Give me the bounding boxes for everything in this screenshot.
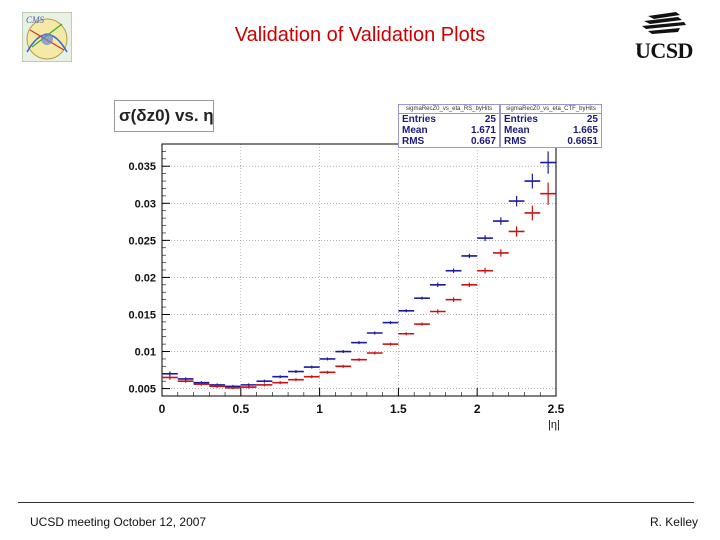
x-tick-label: 2	[474, 402, 481, 416]
stats-row-mean: Mean 1.665	[501, 125, 601, 136]
stats-value-entries: 25	[484, 114, 496, 125]
y-tick-label: 0.03	[135, 198, 156, 210]
y-tick-label: 0.025	[128, 235, 156, 247]
y-tick-label: 0.01	[135, 347, 156, 359]
chart-panel: 0.005 0.01 0.015 0.02 0.025 0.03 0.035 0 0.5 1 1.5…	[110, 98, 606, 444]
stats-value-entries: 25	[586, 114, 598, 125]
x-tick-label: 2.5	[548, 402, 565, 416]
data-layer	[162, 151, 556, 390]
stats-value-mean: 1.671	[470, 125, 496, 136]
stats-value-rms: 0.6651	[567, 136, 598, 147]
ucsd-logo-icon	[642, 12, 686, 34]
y-tick-label: 0.035	[128, 161, 156, 173]
y-tick-label: 0.02	[135, 272, 156, 284]
footer-meeting: UCSD meeting October 12, 2007	[30, 515, 207, 529]
stats-value-mean: 1.665	[572, 125, 598, 136]
x-tick-label: 0	[159, 402, 166, 416]
footer-divider	[18, 502, 694, 503]
stats-row-rms: RMS 0.6651	[501, 136, 601, 147]
stats-label-rms: RMS	[504, 136, 527, 147]
ucsd-logo-text: UCSD	[635, 38, 693, 63]
cms-logo: CMS	[22, 12, 72, 62]
x-tick-label: 0.5	[232, 402, 249, 416]
stats-box-red-name: sigmaRecZ0_vs_eta_CTF_byHits	[501, 105, 601, 114]
y-tick-label: 0.015	[128, 309, 156, 321]
stats-box-blue: sigmaRecZ0_vs_eta_RS_byHits Entries 25 M…	[398, 104, 500, 148]
stats-row-mean: Mean 1.671	[399, 125, 499, 136]
chart-svg: 0.005 0.01 0.015 0.02 0.025 0.03 0.035 0 0.5 1 1.5…	[128, 143, 565, 431]
y-tick-label: 0.005	[128, 384, 156, 396]
stats-label-mean: Mean	[504, 125, 530, 136]
stats-box-blue-name: sigmaRecZ0_vs_eta_RS_byHits	[399, 105, 499, 114]
x-tick-label: 1.5	[390, 402, 407, 416]
stats-box-red: sigmaRecZ0_vs_eta_CTF_byHits Entries 25 …	[500, 104, 602, 148]
stats-label-entries: Entries	[504, 114, 538, 125]
plot-title-box: σ(δz0) vs. η	[114, 100, 214, 132]
stats-row-rms: RMS 0.667	[399, 136, 499, 147]
stats-row-entries: Entries 25	[501, 114, 601, 125]
footer-author: R. Kelley	[649, 515, 698, 529]
axis-layer: 0.005 0.01 0.015 0.02 0.025 0.03 0.035 0 0.5 1 1.5…	[128, 143, 565, 431]
x-tick-label: 1	[316, 402, 323, 416]
slide-title: Validation of Validation Plots	[234, 24, 486, 46]
stats-row-entries: Entries 25	[399, 114, 499, 125]
stats-value-rms: 0.667	[470, 136, 496, 147]
stats-label-rms: RMS	[402, 136, 425, 147]
cms-logo-text: CMS	[26, 15, 45, 25]
x-axis-label: |η|	[548, 419, 560, 431]
stats-label-mean: Mean	[402, 125, 428, 136]
plot-title: σ(δz0) vs. η	[119, 106, 214, 125]
stats-label-entries: Entries	[402, 114, 436, 125]
